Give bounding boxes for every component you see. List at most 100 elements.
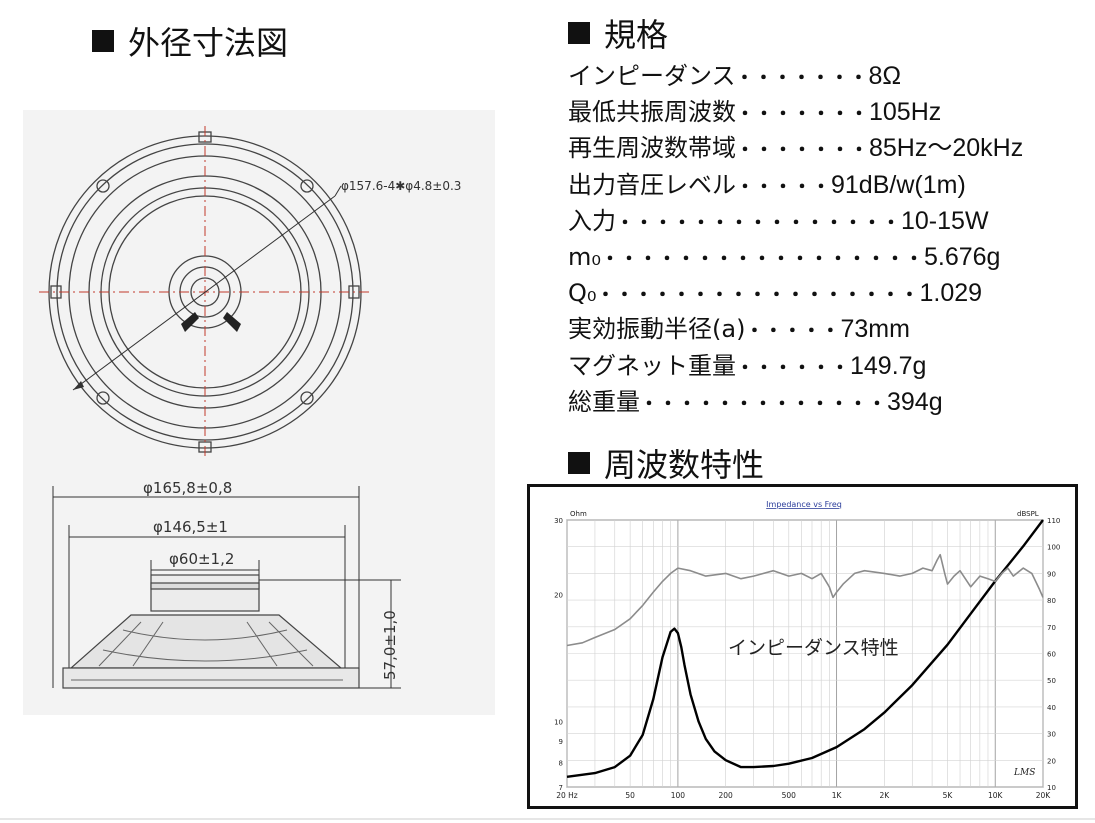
x-tick-label: 100 [671,791,686,800]
frequency-heading: 周波数特性 [568,440,764,486]
left-tick-label: 10 [554,719,563,727]
speaker-drawing-svg: φ157.6-4✱φ4.8±0.3 φ165,8±0,8 φ146,5±1 φ6… [39,126,461,689]
spec-value: 105Hz [869,98,942,127]
spec-row: インピーダンス ・・・・・・・ 8Ω [568,58,1088,94]
dimension-drawing: φ157.6-4✱φ4.8±0.3 φ165,8±0,8 φ146,5±1 φ6… [23,110,495,715]
spec-row: 最低共振周波数 ・・・・・・・ 105Hz [568,94,1088,130]
lms-watermark: LMS [1013,768,1035,778]
mount-hole [96,179,110,193]
spec-leader-dots: ・・・・・・・ [736,140,869,162]
spl-curve [566,553,1044,647]
square-bullet-icon [568,22,590,44]
spec-value: 91dB/w(1m) [831,170,966,199]
right-tick-label: 20 [1047,757,1056,765]
outer-diameter-label: φ165,8±0,8 [143,479,232,497]
spec-leader-dots: ・・・・・・ [736,357,850,379]
spec-row: 総重量 ・・・・・・・・・・・・・ 394g [568,384,1088,420]
spec-value: 5.676g [924,242,1001,271]
right-tick-label: 50 [1047,677,1056,685]
spec-row: 再生周波数帯域 ・・・・・・・ 85Hz～20kHz [568,130,1088,166]
right-unit-label: dBSPL [1017,510,1039,518]
left-tick-label: 8 [559,760,563,768]
spec-value: 10-15W [901,206,989,235]
frequency-chart-svg: Impedance vs Freq Ohm dBSPL 20 Hz 50 100 20… [554,500,1060,800]
spec-leader-dots: ・・・・・・・・・・・・・・・・・ [601,248,924,270]
right-tick-label: 30 [1047,731,1056,739]
spec-value: 1.029 [919,279,983,308]
spec-row: 実効振動半径(a) ・・・・・ 73mm [568,311,1088,347]
spec-row: 出力音圧レベル ・・・・・ 91dB/w(1m) [568,167,1088,203]
spec-row: m₀ ・・・・・・・・・・・・・・・・・ 5.676g [568,239,1088,275]
spec-row: 入力 ・・・・・・・・・・・・・・・ 10-15W [568,203,1088,239]
spec-leader-dots: ・・・・・・・ [736,104,869,126]
impedance-curve [566,519,1044,778]
spec-value: 8Ω [868,62,902,90]
specs-heading: 規格 [568,10,668,56]
spec-label: 最低共振周波数 [568,98,736,127]
x-tick-label: 20 Hz [556,791,578,800]
chart-title: Impedance vs Freq [766,500,842,509]
spec-label: マグネット重量 [568,351,736,380]
spec-leader-dots: ・・・・・・・ [735,68,869,89]
left-tick-label: 9 [559,738,563,746]
spec-value: 394g [887,387,943,416]
left-tick-label: 7 [559,784,563,792]
x-tick-label: 10K [988,791,1004,800]
right-tick-label: 40 [1047,704,1056,712]
right-tick-label: 100 [1047,544,1060,552]
depth-label: 57,0±1,0 [381,610,399,680]
frequency-heading-text: 周波数特性 [604,446,765,484]
magnet-shape [150,574,260,612]
x-tick-label: 50 [625,791,635,800]
right-tick-label: 80 [1047,597,1056,605]
spec-label: インピーダンス [568,62,736,90]
mount-hole [300,391,314,405]
spec-value: 85Hz～20kHz [869,134,1024,163]
frequency-chart-frame: Impedance vs Freq Ohm dBSPL 20 Hz 50 100 20… [527,484,1078,809]
square-bullet-icon [568,452,590,474]
right-tick-label: 70 [1047,624,1056,632]
bottom-divider [0,818,1095,820]
spec-value: 149.7g [850,351,927,380]
spec-leader-dots: ・・・・・ [745,321,841,343]
spec-leader-dots: ・・・・・・・・・・・・・・・ [616,212,901,234]
chart-ticks: 20 Hz 50 100 200 500 1K 2K 5K 10K 20K 7 8 9 10 20 30 10 2… [554,517,1060,800]
right-tick-label: 110 [1047,517,1060,525]
dimensions-heading-text: 外径寸法図 [128,24,289,62]
square-bullet-icon [92,30,114,52]
spec-row: マグネット重量 ・・・・・・ 149.7g [568,348,1088,384]
spec-row: Q₀ ・・・・・・・・・・・・・・・・・ 1.029 [568,275,1088,311]
spec-label: 再生周波数帯域 [568,134,736,163]
right-tick-label: 10 [1047,784,1056,792]
spec-label: 総重量 [568,387,640,416]
impedance-annotation: インピーダンス特性 [728,637,899,659]
spec-label: 入力 [568,206,616,235]
x-tick-label: 5K [943,791,954,800]
spec-label: 実効振動半径(a) [568,315,746,344]
basket-shape [69,614,343,669]
right-tick-label: 90 [1047,570,1056,578]
spec-leader-dots: ・・・・・・・・・・・・・ [640,393,887,415]
x-tick-label: 200 [719,791,734,800]
spec-leader-dots: ・・・・・ [736,176,831,198]
left-tick-label: 20 [554,591,563,599]
x-tick-label: 2K [879,791,890,800]
specs-heading-text: 規格 [604,16,669,54]
left-unit-label: Ohm [570,510,587,518]
spec-list: インピーダンス ・・・・・・・ 8Ω 最低共振周波数 ・・・・・・・ 105Hz 再生周波数… [568,58,1088,420]
chart-series [566,519,1044,778]
spec-label: Q₀ [568,279,597,308]
hole-spec-label: φ157.6-4✱φ4.8±0.3 [341,179,461,193]
spec-label: m₀ [568,242,601,271]
left-tick-label: 30 [554,517,563,525]
mount-hole [96,391,110,405]
spec-leader-dots: ・・・・・・・・・・・・・・・・・ [596,285,920,307]
frame-flange [62,667,360,689]
dimensions-heading: 外径寸法図 [92,18,288,64]
x-tick-label: 20K [1036,791,1052,800]
magnet-diameter-label: φ60±1,2 [169,550,234,568]
right-tick-label: 60 [1047,651,1056,659]
mount-hole [300,179,314,193]
spec-label: 出力音圧レベル [568,170,736,199]
x-tick-label: 500 [782,791,797,800]
